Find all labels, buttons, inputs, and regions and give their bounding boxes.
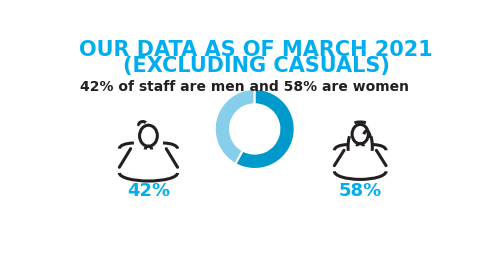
Text: 58%: 58% xyxy=(338,182,382,199)
Wedge shape xyxy=(214,89,254,164)
Text: OUR DATA AS OF MARCH 2021: OUR DATA AS OF MARCH 2021 xyxy=(80,40,433,60)
Text: 42%: 42% xyxy=(127,182,170,199)
Text: 42% of staff are men and 58% are women: 42% of staff are men and 58% are women xyxy=(80,80,409,94)
Wedge shape xyxy=(236,89,294,169)
Text: (EXCLUDING CASUALS): (EXCLUDING CASUALS) xyxy=(123,56,390,76)
